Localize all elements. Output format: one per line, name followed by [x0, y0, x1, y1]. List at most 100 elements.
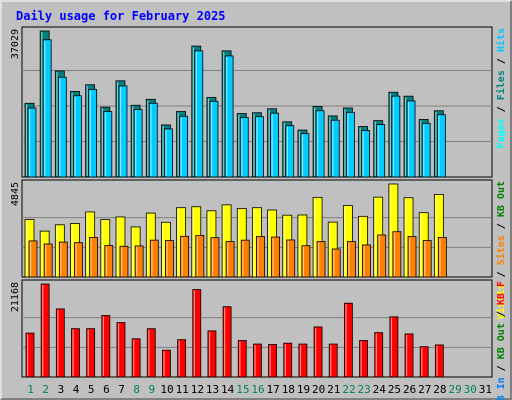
y-max-label: 4845: [10, 182, 21, 206]
bar-files: [133, 109, 143, 178]
x-tick-label: 27: [418, 383, 431, 396]
bar-sites: [422, 240, 432, 278]
x-tick-label: 9: [149, 383, 156, 396]
bar-kb-f: [101, 315, 111, 378]
x-tick-label: 15: [236, 383, 249, 396]
x-tick-label: 13: [206, 383, 219, 396]
legend-separator: /: [496, 100, 507, 118]
bar-kb-f: [313, 326, 323, 378]
x-tick-label: 29: [448, 383, 461, 396]
bar-sites: [134, 245, 144, 278]
bar-sites: [89, 237, 99, 278]
bar-files: [209, 100, 219, 178]
bar-kb-f: [207, 330, 217, 378]
bars: [24, 183, 447, 278]
bar-kb-f: [237, 340, 247, 378]
bar-kb-f: [116, 322, 126, 378]
bar-files: [406, 100, 416, 178]
bar-files: [361, 130, 370, 178]
bar-kb-f: [192, 289, 202, 378]
bar-kb-f: [55, 308, 65, 378]
x-tick-label: 5: [88, 383, 95, 396]
bar-sites: [331, 248, 341, 278]
bar-sites: [225, 241, 235, 278]
bar-kb-f: [389, 316, 399, 378]
legend-item: KB Out: [496, 323, 507, 359]
bar-sites: [377, 234, 387, 278]
legend-item: KB F: [496, 281, 507, 305]
bar-files: [164, 128, 173, 178]
bar-files: [194, 50, 204, 178]
legend-separator: /: [496, 305, 507, 323]
legend-separator: /: [496, 52, 507, 70]
bar-kb-f: [86, 328, 96, 378]
bar-sites: [346, 241, 356, 278]
y-max-label: 21168: [10, 282, 21, 312]
x-tick-label: 24: [373, 383, 387, 396]
bar-sites: [104, 245, 114, 278]
legend-separator: /: [496, 265, 507, 283]
x-tick-label: 16: [251, 383, 264, 396]
x-tick-label: 21: [327, 383, 340, 396]
bar-files: [57, 76, 67, 178]
bar-sites: [407, 236, 417, 278]
bar-files: [436, 114, 446, 178]
legend-item: Visits: [495, 283, 507, 319]
x-tick-label: 25: [388, 383, 401, 396]
x-tick-label: 18: [282, 383, 295, 396]
bar-files: [255, 116, 264, 178]
bar-kb-f: [177, 339, 187, 378]
bar-kb-f: [222, 306, 232, 378]
bar-kb-f: [328, 343, 338, 378]
legend-item: KB Out: [496, 181, 507, 217]
legend: Pages / Files / Hits: [495, 28, 507, 148]
bar-files: [103, 111, 113, 178]
bar-files: [239, 117, 249, 178]
bar-kb-f: [419, 346, 429, 378]
bar-sites: [165, 240, 174, 278]
bar-sites: [58, 241, 68, 278]
bars: [25, 283, 444, 378]
x-tick-label: 12: [191, 383, 204, 396]
x-tick-label: 4: [73, 383, 80, 396]
bar-kb-f: [40, 283, 50, 378]
x-tick-label: 31: [479, 383, 492, 396]
legend-item: Pages: [496, 118, 507, 148]
chart-title: Daily usage for February 2025: [16, 9, 226, 23]
bar-files: [88, 89, 98, 178]
legend-separator: /: [496, 359, 507, 377]
x-tick-label: 19: [297, 383, 310, 396]
bar-sites: [256, 236, 265, 278]
x-tick-label: 14: [221, 383, 235, 396]
legend-item: Hits: [495, 28, 507, 52]
bar-files: [27, 107, 37, 178]
x-tick-label: 6: [103, 383, 110, 396]
bar-files: [148, 102, 158, 178]
bar-kb-f: [162, 349, 171, 378]
bar-files: [391, 95, 401, 178]
x-tick-label: 8: [133, 383, 140, 396]
bar-kb-f: [374, 332, 384, 378]
bar-sites: [271, 236, 280, 278]
bar-sites: [301, 245, 311, 278]
bar-sites: [210, 237, 220, 278]
bar-files: [345, 111, 355, 178]
x-tick-label: 10: [160, 383, 173, 396]
bar-sites: [392, 231, 402, 278]
bar-kb-f: [25, 332, 35, 378]
bar-files: [421, 122, 431, 178]
bar-kb-f: [146, 328, 156, 378]
bar-kb-f: [268, 344, 277, 378]
bar-files: [179, 115, 189, 178]
bar-files: [73, 95, 82, 178]
x-tick-label: 11: [176, 383, 189, 396]
x-tick-label: 1: [27, 383, 34, 396]
bar-files: [300, 133, 310, 178]
bar-kb-f: [131, 338, 141, 378]
bar-files: [118, 85, 128, 178]
bar-kb-f: [71, 328, 80, 378]
bar-sites: [286, 239, 296, 278]
panel-2: 4845 Visits / Sites / KB Out: [10, 179, 507, 319]
